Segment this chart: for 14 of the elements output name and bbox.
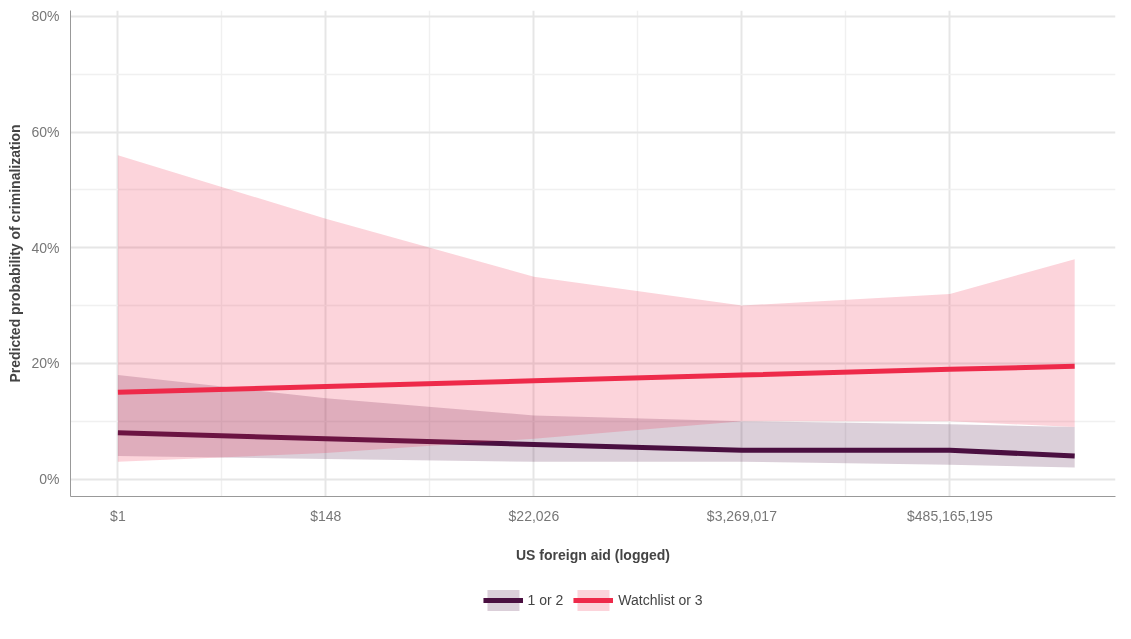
y-tick-label: 0% xyxy=(39,471,60,488)
x-tick-label: $22,026 xyxy=(508,507,560,524)
x-tick-label: $1 xyxy=(110,507,126,524)
y-axis-title: Predicted probability of criminalization xyxy=(7,124,24,383)
y-tick-label: 40% xyxy=(31,239,60,256)
y-tick-label: 80% xyxy=(31,8,60,25)
x-tick-label: $148 xyxy=(310,507,342,524)
legend-label: Watchlist or 3 xyxy=(618,592,703,608)
x-tick-label: $3,269,017 xyxy=(706,507,778,524)
legend-label: 1 or 2 xyxy=(527,592,564,608)
y-tick-label: 20% xyxy=(31,355,60,372)
y-tick-label: 60% xyxy=(31,124,60,140)
x-tick-label: $485,165,195 xyxy=(907,507,993,524)
x-axis-title: US foreign aid (logged) xyxy=(516,546,670,563)
